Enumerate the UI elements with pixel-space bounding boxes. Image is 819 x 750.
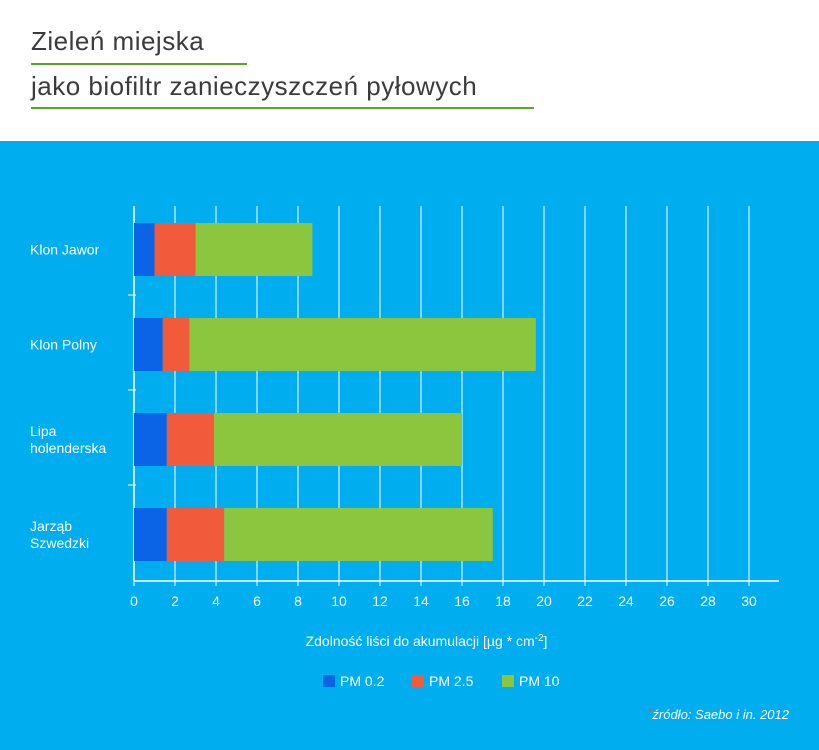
legend-swatch — [412, 675, 424, 687]
x-tick-label: 28 — [700, 593, 716, 609]
bar-segment — [224, 508, 493, 561]
x-tick-label: 8 — [294, 593, 302, 609]
x-tick-label: 16 — [454, 593, 470, 609]
x-tick-label: 4 — [212, 593, 220, 609]
x-tick-label: 18 — [495, 593, 511, 609]
source-text: źródło: Saebo i in. 2012 — [652, 707, 789, 722]
legend-swatch — [323, 675, 335, 687]
bar-segment — [134, 223, 155, 276]
category-label: Klon Polny — [30, 337, 97, 353]
bar-segment — [134, 508, 167, 561]
title-line-1: Zieleń miejska — [31, 26, 205, 56]
header: Zieleń miejska jako biofiltr zanieczyszc… — [0, 0, 819, 141]
bar-segment — [154, 223, 196, 276]
bar-segment — [195, 223, 313, 276]
x-tick-label: 6 — [253, 593, 261, 609]
x-tick-label: 24 — [618, 593, 634, 609]
legend-swatch — [502, 675, 514, 687]
bar-segment — [189, 318, 536, 371]
category-label: Klon Jawor — [30, 242, 100, 258]
title-underline-1 — [31, 63, 247, 65]
title-line-2: jako biofiltr zanieczyszczeń pyłowych — [31, 71, 478, 101]
legend-label: PM 10 — [519, 673, 560, 689]
source-note: *źródło: Saebo i in. 2012 — [648, 707, 789, 722]
bar-segment — [134, 413, 167, 466]
bar-segment — [162, 318, 190, 371]
x-tick-label: 30 — [741, 593, 757, 609]
source-star: * — [648, 707, 653, 719]
x-tick-label: 12 — [372, 593, 388, 609]
legend-label: PM 2.5 — [429, 673, 474, 689]
bar-segment — [166, 413, 214, 466]
x-tick-label: 22 — [577, 593, 593, 609]
x-tick-label: 26 — [659, 593, 675, 609]
bar-segment — [166, 508, 225, 561]
legend-label: PM 0.2 — [340, 673, 385, 689]
bar-segment — [213, 413, 462, 466]
bar-segment — [134, 318, 163, 371]
x-tick-label: 10 — [331, 593, 347, 609]
x-axis-title: Zdolność liści do akumulacji [µg * cm-2] — [306, 633, 548, 649]
category-label: Lipa holenderska — [30, 423, 106, 456]
category-label: Jarząb Szwedzki — [30, 518, 89, 551]
x-tick-label: 0 — [130, 593, 138, 609]
x-tick-label: 20 — [536, 593, 552, 609]
x-tick-label: 14 — [413, 593, 429, 609]
chart-panel: 0 2 4 6 8 10 12 14 16 18 20 22 24 26 28 30 Klon Jawor Klo… — [0, 141, 819, 750]
title-underline-2 — [31, 107, 534, 109]
x-tick-label: 2 — [171, 593, 179, 609]
